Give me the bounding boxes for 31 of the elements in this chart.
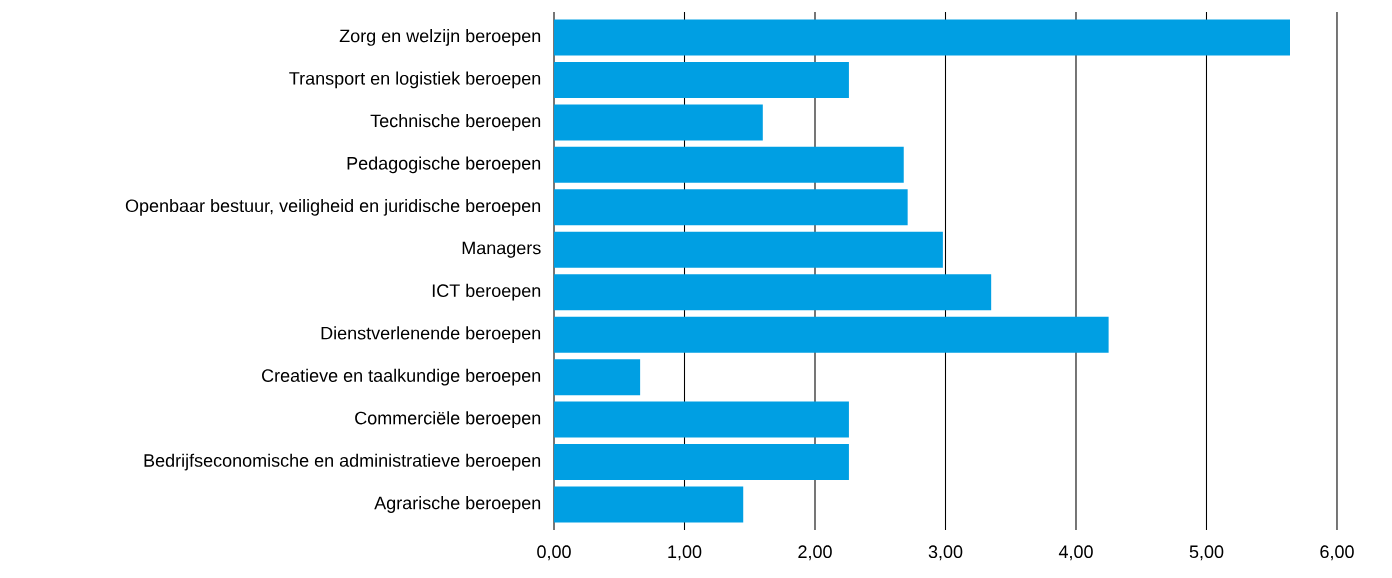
x-tick-label: 1,00 [668, 545, 702, 561]
bar [554, 359, 641, 396]
y-tick-label: Pedagogische beroepen [347, 156, 541, 174]
x-tick-label: 3,00 [928, 545, 963, 561]
y-tick-label: Commerciële beroepen [355, 411, 541, 428]
x-tick-label: 0,00 [537, 545, 571, 561]
y-tick-label: Zorg en welzijn beroepen [339, 29, 541, 46]
bar [554, 104, 763, 141]
x-tick-label: 4,00 [1058, 545, 1093, 561]
y-tick-label: Agrarische beroepen [374, 496, 541, 513]
y-tick-label: Creatieve en taalkundige beroepen [262, 368, 541, 386]
bar [554, 189, 908, 226]
x-tick-label: 2,00 [798, 545, 832, 561]
bar [554, 19, 1291, 56]
y-tick-label: ICT beroepen [432, 283, 541, 301]
x-tick-label: 5,00 [1189, 545, 1224, 561]
bar [554, 444, 849, 481]
x-tick-label: 6,00 [1320, 545, 1354, 561]
bar [554, 146, 904, 183]
y-tick-label: Openbaar bestuur, veiligheid en juridische beroepen [125, 198, 541, 216]
bar [554, 274, 992, 311]
y-tick-label: Bedrijfseconomische en administratieve beroepen [144, 453, 541, 471]
bar [554, 316, 1109, 353]
bar [554, 401, 849, 438]
y-tick-label: Technische beroepen [370, 113, 541, 131]
bar [554, 486, 744, 523]
bar [554, 231, 943, 268]
y-tick-label: Transport en logistiek beroepen [289, 71, 541, 89]
bar [554, 61, 849, 98]
y-tick-label: Dienstverlenende beroepen [321, 326, 541, 344]
y-tick-label: Managers [462, 241, 541, 258]
